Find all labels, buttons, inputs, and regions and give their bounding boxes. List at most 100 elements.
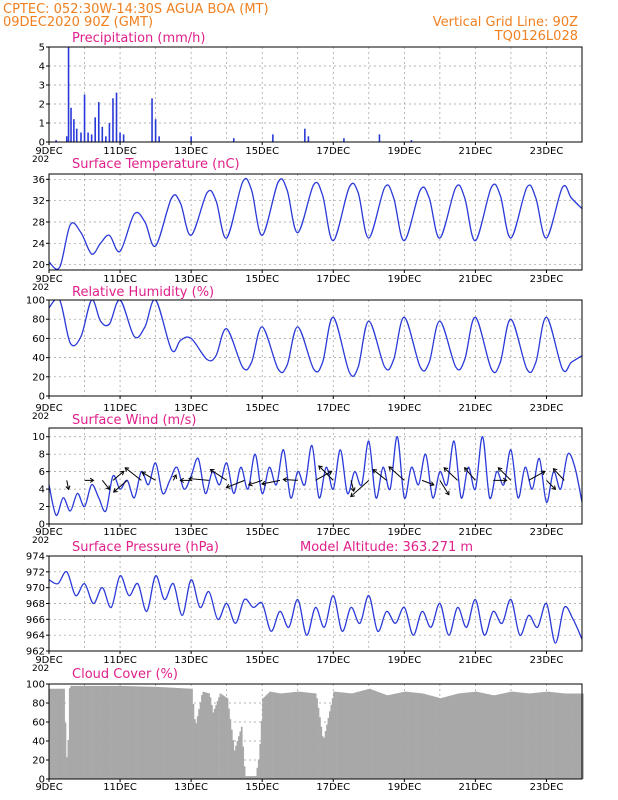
cloud-bar	[185, 688, 188, 779]
cloud-bar	[319, 717, 321, 779]
cloud-bar	[559, 692, 561, 779]
cloud-bar	[425, 694, 428, 779]
cloud-bar	[205, 692, 208, 779]
cloud-bar	[576, 693, 579, 779]
cloud-bar	[144, 686, 146, 779]
cloud-bar	[70, 685, 73, 779]
cloud-bar	[280, 693, 283, 779]
cloud-bar	[411, 692, 414, 779]
precip-bar	[378, 134, 381, 142]
cloud-bar	[466, 692, 469, 779]
x-tick-label: 15DEC	[245, 146, 279, 157]
x-tick-label: 11DEC	[103, 403, 137, 414]
cloud-bar	[500, 693, 503, 779]
cloud-bar	[465, 692, 468, 779]
wind-vector-head	[443, 467, 449, 472]
cloud-bar	[550, 692, 553, 779]
cloud-bar	[108, 685, 111, 779]
y-tick-label: 60	[32, 718, 45, 729]
cloud-bar	[263, 696, 266, 779]
cloud-bar	[309, 692, 311, 779]
cloud-bar	[112, 685, 115, 779]
precip-bar	[119, 132, 121, 142]
wind-vector-shaft	[528, 470, 546, 481]
wind-vector-shaft	[113, 479, 128, 493]
x-tick-label: 19DEC	[387, 274, 421, 285]
cloud-bar	[462, 692, 465, 779]
y-tick-label: 974	[26, 552, 45, 563]
cloud-bar	[336, 691, 338, 779]
cloud-bar	[130, 686, 132, 779]
cloud-bar	[580, 693, 583, 779]
x-tick-label: 19DEC	[387, 655, 421, 666]
wind-vector-shaft	[124, 467, 142, 481]
cloud-bar	[259, 743, 262, 779]
wind-vector-head	[141, 471, 147, 477]
cloud-bar	[439, 698, 442, 779]
cloud-bar	[361, 690, 364, 779]
cloud-bar	[208, 693, 210, 779]
cloud-bar	[293, 692, 296, 779]
cloud-bar	[567, 693, 570, 779]
cloud-bar	[272, 692, 274, 779]
precip-bar	[80, 132, 82, 142]
cloud-bar	[277, 693, 280, 779]
precip-bar	[190, 136, 192, 142]
cloud-bar	[574, 693, 577, 779]
wind-vector-shaft	[443, 467, 458, 481]
wind-vector-shaft	[189, 478, 209, 481]
cloud-bar	[54, 688, 57, 779]
x-tick-label: 17DEC	[316, 655, 350, 666]
pressure-panel: 962 964 966 968 970 972 974 Surface Pressure (h…	[26, 540, 583, 674]
cloud-bar	[414, 692, 417, 779]
cloud-bar	[331, 698, 334, 779]
wind-vector-head	[318, 465, 323, 470]
cloud-bar	[60, 688, 63, 779]
y-tick-label: 964	[26, 631, 45, 642]
x-tick-label: 13DEC	[174, 274, 208, 285]
wind-vector-shaft	[318, 465, 334, 481]
cloud-bar	[476, 691, 479, 779]
cloud-bar	[448, 695, 451, 779]
wind-vector-head	[119, 470, 125, 476]
header-grid-info: Vertical Grid Line: 90Z	[433, 15, 578, 30]
wind-vector-head	[65, 485, 71, 491]
wind-vector-head	[552, 467, 558, 473]
wind-vector-shaft	[546, 480, 556, 490]
cloud-bar	[307, 692, 310, 779]
cloud-bar	[506, 692, 509, 779]
wind-panel: 0 2 4 6 8 10 Surface Wind (m/s) 9DEC 11DEC 13DEC 1…	[32, 413, 583, 546]
wind-vector-head	[124, 467, 130, 472]
cloud-frame	[48, 683, 583, 780]
cloud-bar	[338, 692, 341, 779]
cloud-bar	[348, 693, 351, 779]
cloud-bar	[442, 697, 445, 779]
y-tick-label: 1	[39, 119, 45, 130]
wind-vector-head	[179, 477, 184, 483]
cloud-bar	[525, 693, 527, 779]
humidity-title: Relative Humidity (%)	[72, 285, 214, 300]
wind-vector-head	[209, 469, 215, 474]
x-tick-label: 11DEC	[103, 782, 137, 793]
x-tick-label: 23DEC	[530, 403, 564, 414]
x-tick-label: 21DEC	[459, 782, 493, 793]
cloud-bar	[303, 692, 306, 779]
cloud-bar	[166, 687, 169, 779]
cloud-bar	[431, 695, 434, 779]
cloud-bar	[292, 692, 294, 779]
y-tick-label: 4	[39, 62, 45, 73]
cloud-bar	[290, 692, 293, 779]
cloud-bar	[478, 692, 480, 779]
cloud-bar	[434, 696, 436, 779]
wind-vector-shaft	[464, 467, 476, 481]
cloud-bar	[415, 692, 418, 779]
x-tick-label: 15DEC	[245, 527, 279, 538]
cloud-bar	[444, 697, 446, 779]
y-tick-label: 8	[39, 450, 45, 461]
humidity-series-line	[49, 300, 582, 378]
cloud-panel: 0 20 40 60 80 100 Cloud Cover (%) 9DEC 11DEC 13DE…	[26, 667, 584, 793]
cloud-bar	[421, 693, 424, 779]
cloud-bar	[157, 686, 159, 779]
x-tick-label: 19DEC	[387, 146, 421, 157]
precip-bar	[105, 136, 107, 142]
